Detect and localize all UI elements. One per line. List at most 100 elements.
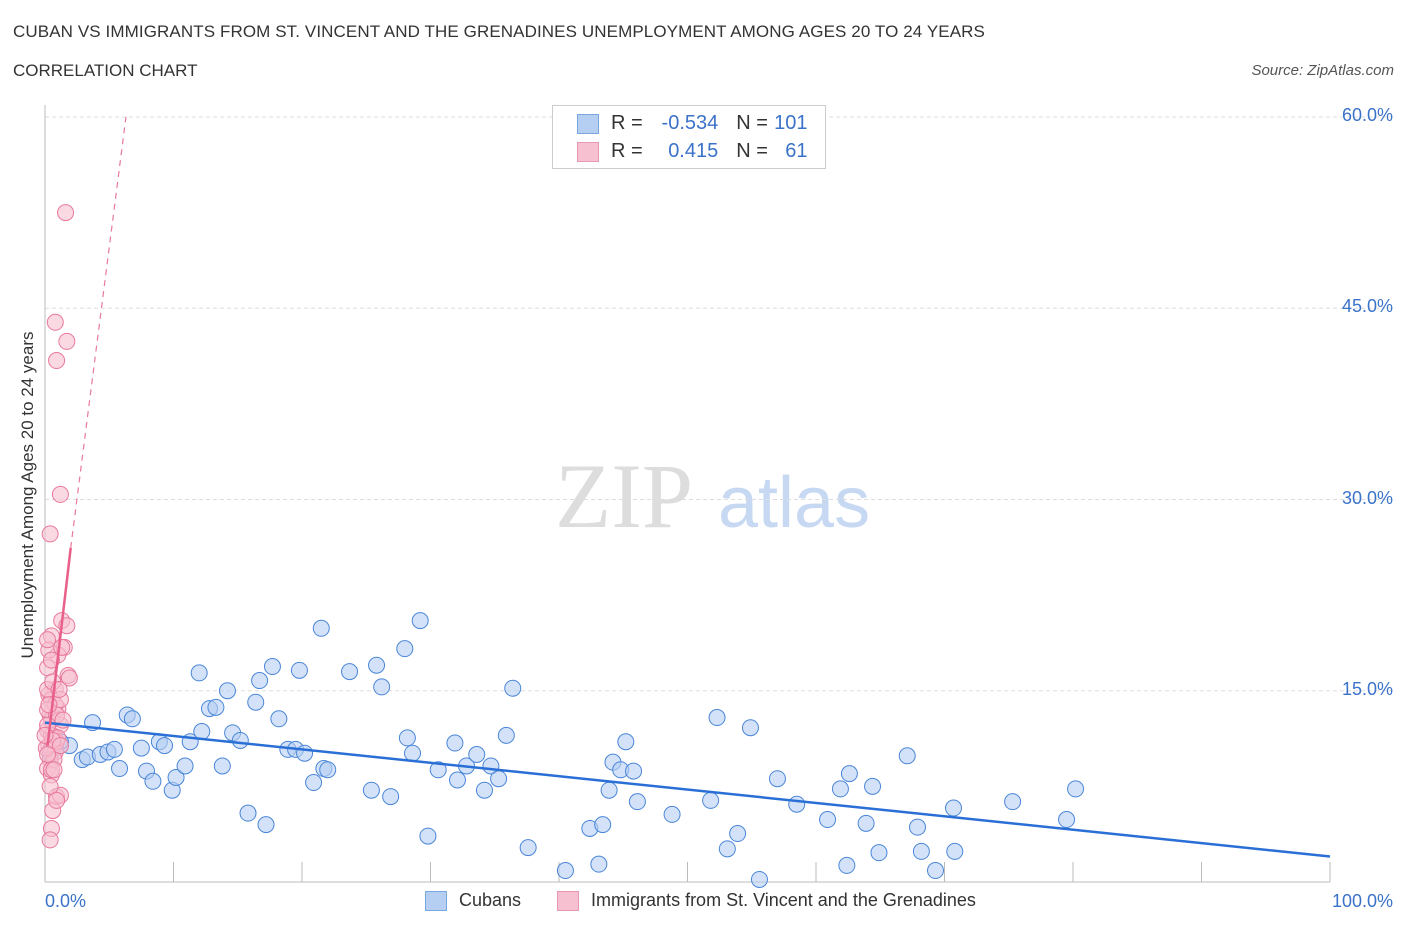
watermark-zip: ZIP [555, 445, 693, 547]
watermark-atlas: atlas [718, 463, 870, 543]
cubans-point [373, 678, 391, 696]
cubans-point [628, 793, 646, 811]
r-value: -0.534 [661, 112, 719, 134]
cubans-point [838, 856, 856, 874]
cubans-point [123, 710, 141, 728]
cubans-point [490, 770, 508, 788]
immigrants-point [41, 831, 59, 849]
cubans-point [156, 737, 174, 755]
n-label: N = [736, 140, 768, 162]
source-label: Source: ZipAtlas.com [1251, 62, 1394, 79]
cubans-point [912, 842, 930, 860]
cubans-point [341, 663, 359, 681]
cubans-point [504, 679, 522, 697]
cubans-point [857, 814, 875, 832]
immigrants-point [41, 525, 59, 543]
x-tick-label: 100.0% [1331, 891, 1393, 911]
r-label: R = [611, 112, 643, 134]
y-tick-label: 15.0% [1341, 678, 1393, 699]
immigrants-trend-line [46, 547, 72, 746]
immigrants-point [42, 651, 60, 669]
immigrants-point [46, 313, 64, 331]
cubans-point [263, 658, 281, 676]
cubans-point [768, 770, 786, 788]
immigrants-point [51, 737, 69, 755]
cubans-point [144, 772, 162, 790]
cubans-point [132, 739, 150, 757]
immigrants-point [41, 777, 59, 795]
cubans-point [927, 862, 945, 880]
cubans-point [305, 774, 323, 792]
cubans-point [404, 744, 422, 762]
cubans-point [239, 804, 257, 822]
cubans-point [600, 781, 618, 799]
cubans-point [207, 698, 225, 716]
cubans-point [663, 805, 681, 823]
cubans-point [396, 640, 414, 658]
immigrants-swatch [577, 141, 599, 162]
cubans-point [590, 855, 608, 873]
cubans-point [1058, 811, 1076, 829]
cubans-point [176, 757, 194, 775]
cubans-point [190, 664, 208, 682]
cubans-point [290, 661, 308, 679]
cubans-point [729, 825, 747, 843]
r-value: 0.415 [668, 140, 719, 162]
cubans-point [556, 862, 574, 880]
immigrants-point [57, 204, 75, 222]
cubans-point [362, 781, 380, 799]
cubans-point [864, 777, 882, 795]
cubans-point [718, 840, 736, 858]
chart-subtitle: CORRELATION CHART [13, 61, 198, 80]
n-label: N = [736, 112, 768, 134]
cubans-point [819, 811, 837, 829]
chart-title: CUBAN VS IMMIGRANTS FROM ST. VINCENT AND… [13, 22, 985, 41]
n-value: 101 [774, 112, 808, 134]
immigrants-point [40, 696, 58, 714]
cubans-point [946, 842, 964, 860]
cubans-point [448, 771, 466, 789]
cubans-point [741, 719, 759, 737]
immigrants-point [39, 746, 57, 763]
cubans-point [625, 762, 643, 780]
y-tick-label: 30.0% [1341, 487, 1393, 508]
correlation-legend: R = -0.534 N = 101 R = 0.415 N = 61 [552, 105, 826, 169]
cubans-swatch [577, 113, 599, 134]
cubans-point [594, 816, 612, 834]
cubans-point [1067, 780, 1085, 798]
immigrants-point [53, 638, 71, 656]
cubans-point [257, 816, 275, 834]
cubans-point [708, 709, 726, 727]
x-tick-label: 0.0% [45, 891, 87, 911]
cubans-point [617, 733, 635, 751]
cubans-point [312, 619, 330, 637]
cubans-point [702, 791, 720, 809]
cubans-point [247, 693, 265, 711]
cubans-point [167, 768, 185, 786]
cubans-point [231, 731, 249, 749]
cubans-point [750, 870, 768, 888]
r-label: R = [611, 140, 643, 162]
cubans-point [105, 740, 123, 758]
cubans-point [788, 795, 806, 813]
series-legend: Cubans Immigrants from St. Vincent and t… [425, 890, 976, 911]
cubans-point [296, 744, 314, 762]
immigrants-trend-extension [70, 116, 127, 549]
cubans-trend-line [44, 721, 1331, 858]
immigrants-point [45, 761, 63, 779]
immigrants-point [48, 791, 66, 809]
cubans-point [909, 818, 927, 836]
immigrants-point [58, 332, 76, 350]
cubans-point [411, 612, 429, 630]
immigrants-point [60, 669, 78, 687]
n-value: 61 [785, 140, 808, 162]
cubans-point [519, 839, 537, 857]
cubans-point [251, 672, 269, 690]
immigrants-point [39, 631, 57, 649]
cubans-swatch [425, 890, 447, 911]
legend-cubans: Cubans [459, 890, 522, 910]
cubans-point [840, 765, 858, 783]
immigrants-point [48, 352, 66, 370]
cubans-point [898, 747, 916, 765]
